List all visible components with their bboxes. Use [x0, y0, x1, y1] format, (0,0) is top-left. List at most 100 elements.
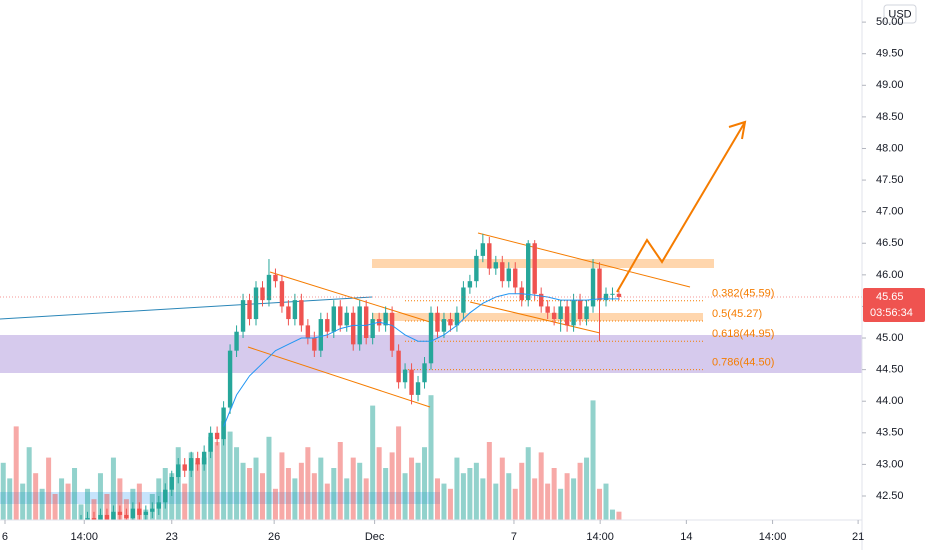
volume-bar	[292, 478, 298, 520]
y-tick-label: 46.00	[876, 269, 904, 281]
candle-body	[532, 243, 537, 294]
pivot-zone	[372, 313, 703, 321]
candle-layer	[0, 233, 862, 520]
candle-body	[351, 312, 356, 345]
currency: USD	[888, 8, 911, 20]
volume-bar	[590, 400, 596, 520]
candle-body	[383, 312, 388, 326]
y-tick-label: 49.50	[876, 48, 904, 60]
plot-area: 0.382(45.59) 0.5(45.27) 0.618(44.95) 0.786(…	[0, 120, 862, 520]
currency-box[interactable]	[883, 4, 917, 24]
candle-body	[441, 319, 447, 332]
volume-bar	[285, 468, 291, 520]
projection-arrow	[616, 121, 746, 293]
volume-bar	[571, 478, 577, 520]
volume-bar	[383, 468, 389, 520]
candle-body	[91, 518, 97, 520]
volume-bar	[259, 473, 265, 520]
x-tick-label: 14:00	[586, 531, 614, 543]
volume-bar	[13, 426, 19, 520]
candle-body	[480, 243, 486, 256]
volume-bar	[234, 447, 240, 520]
volume-bar	[324, 483, 330, 520]
candle-body	[584, 306, 589, 320]
candle-body	[169, 477, 174, 490]
volume-bar	[20, 483, 26, 520]
candle-body	[182, 464, 187, 471]
candle-body	[597, 268, 602, 301]
candle-body	[104, 514, 110, 520]
y-tick-label: 47.00	[876, 206, 904, 218]
candle-body	[117, 511, 123, 515]
candle-body	[428, 312, 434, 364]
candle-body	[318, 319, 324, 351]
volume-zone	[0, 492, 440, 504]
candle-body	[156, 502, 161, 509]
candle-body	[538, 293, 544, 307]
candle-body	[260, 287, 265, 301]
y-tick-label: 47.50	[876, 174, 904, 186]
candle-body	[305, 325, 311, 339]
x-tick-label: 14	[680, 531, 692, 543]
candle-body	[85, 518, 90, 520]
candle-body	[195, 458, 200, 465]
x-tick-label: 7	[511, 531, 517, 543]
candle-body	[143, 511, 149, 515]
trend-line	[0, 296, 373, 320]
volume-bar	[136, 483, 142, 520]
candle-body	[137, 508, 142, 515]
volume-bar	[538, 452, 544, 520]
volume-bar	[169, 473, 175, 520]
fib-label: 0.5(45.27)	[712, 308, 762, 320]
candle-body	[344, 312, 349, 326]
volume-bar	[337, 442, 343, 520]
candle-body	[500, 262, 505, 282]
channel-line	[269, 271, 431, 323]
volume-bar	[104, 494, 110, 520]
volume-bar	[201, 457, 207, 520]
candle-body	[577, 300, 583, 320]
y-tick-label: 45.00	[876, 332, 904, 344]
candle-body	[564, 306, 570, 326]
volume-bar	[46, 457, 52, 520]
volume-bar	[214, 442, 220, 520]
candle-body	[163, 489, 168, 503]
fib-layer: 0.382(45.59) 0.5(45.27) 0.618(44.95) 0.786(…	[405, 288, 774, 371]
volume-bar	[221, 421, 227, 520]
candle-body	[227, 350, 233, 408]
x-tick-label: 23	[166, 531, 178, 543]
candle-body	[273, 274, 278, 282]
volume-bar	[434, 478, 440, 520]
volume-bar	[558, 488, 564, 520]
volume-bar	[195, 462, 201, 520]
candle-body	[331, 306, 336, 332]
y-tick-label: 48.00	[876, 142, 904, 154]
volume-bar	[331, 468, 337, 520]
axes: 42.5043.0043.5044.0044.5045.0045.5046.00…	[2, 16, 925, 543]
volume-bar	[52, 494, 58, 520]
volume-bar	[188, 452, 194, 520]
volume-bar	[227, 431, 233, 520]
volume-bar	[72, 468, 78, 520]
volume-bar	[486, 442, 492, 520]
volume-bar	[298, 462, 304, 520]
y-tick-label: 42.50	[876, 490, 904, 502]
candle-body	[240, 300, 246, 332]
channel-line	[477, 232, 691, 288]
y-tick-label: 44.50	[876, 364, 904, 376]
volume-bar	[597, 488, 603, 520]
candle-body	[279, 281, 285, 307]
candle-body	[616, 293, 622, 297]
candle-body	[526, 243, 531, 301]
candle-body	[474, 255, 479, 282]
moving-average	[223, 293, 619, 427]
candle-body	[409, 369, 414, 395]
volume-bar	[84, 488, 90, 520]
candle-body	[435, 312, 440, 332]
volume-bar	[376, 447, 382, 520]
fib-label: 0.786(44.50)	[712, 357, 774, 369]
candle-body	[363, 306, 369, 339]
volume-bar	[564, 473, 570, 520]
